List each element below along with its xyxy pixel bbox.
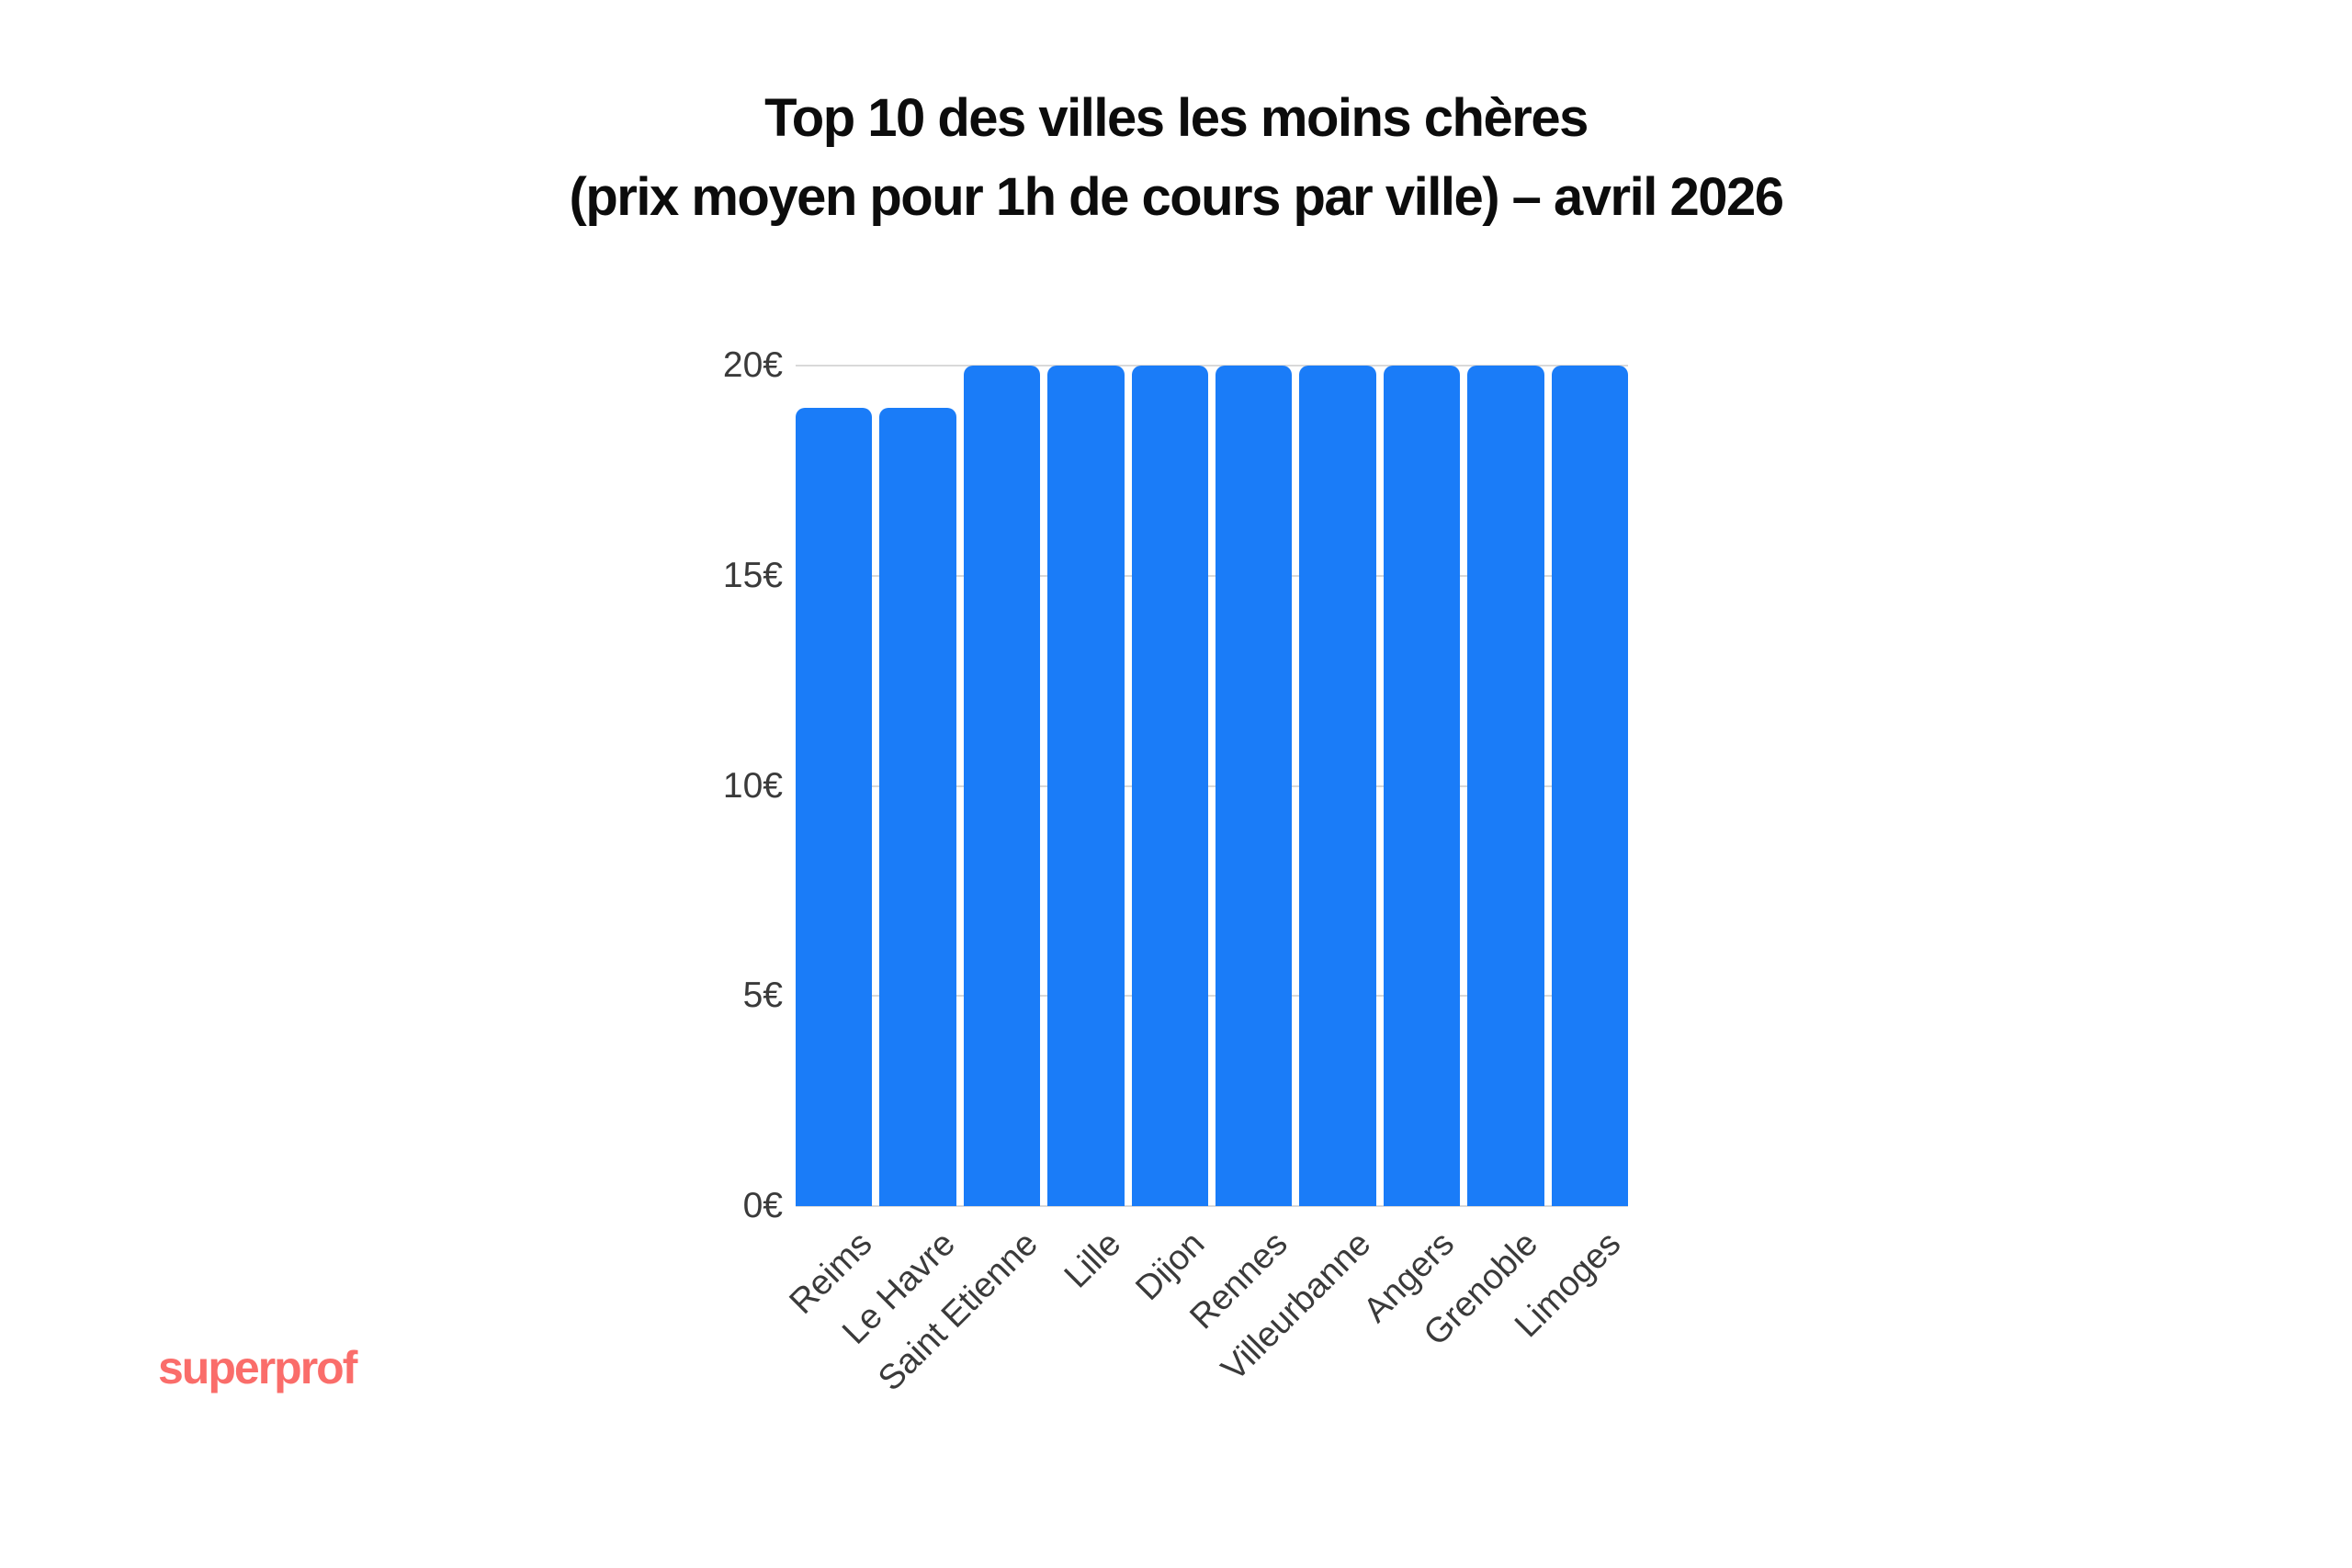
- bar-angers: [1383, 366, 1461, 1206]
- y-tick-label-5: 5€: [742, 976, 783, 1016]
- bar-limoges: [1551, 366, 1629, 1206]
- chart-title-line2: (prix moyen pour 1h de cours par ville) …: [569, 167, 1784, 227]
- gridline-10: [796, 784, 1628, 787]
- bar-dijon: [1131, 366, 1209, 1206]
- superprof-logo: superprof: [158, 1342, 357, 1393]
- gridline-20: [796, 365, 1628, 367]
- x-tick-label: Lille: [1057, 1224, 1129, 1296]
- y-tick-label-20: 20€: [722, 345, 783, 385]
- bar-reims: [796, 407, 873, 1206]
- y-tick-label-0: 0€: [742, 1186, 783, 1225]
- plot-area: [796, 365, 1629, 1207]
- bar-lille: [1047, 366, 1125, 1206]
- bar-le-havre: [879, 407, 956, 1206]
- gridline-5: [796, 995, 1628, 998]
- y-tick-label-15: 15€: [722, 555, 783, 595]
- y-axis: 0€ 5€ 10€ 15€ 20€: [514, 345, 783, 1225]
- gridline-15: [796, 574, 1628, 577]
- chart-title: Top 10 des villes les moins chères (prix…: [0, 79, 2352, 237]
- bar-saint-etienne: [963, 366, 1041, 1206]
- chart-title-line1: Top 10 des villes les moins chères: [764, 88, 1589, 148]
- x-axis: Reims Le Havre Saint Etienne Lille Dijon Renn…: [782, 1206, 1628, 1482]
- bar-rennes: [1216, 366, 1293, 1206]
- bar-villeurbanne: [1299, 366, 1376, 1206]
- y-tick-label-10: 10€: [722, 765, 783, 806]
- bar-grenoble: [1467, 366, 1544, 1206]
- bars: [796, 366, 1629, 1206]
- gridline-0: [796, 1205, 1628, 1207]
